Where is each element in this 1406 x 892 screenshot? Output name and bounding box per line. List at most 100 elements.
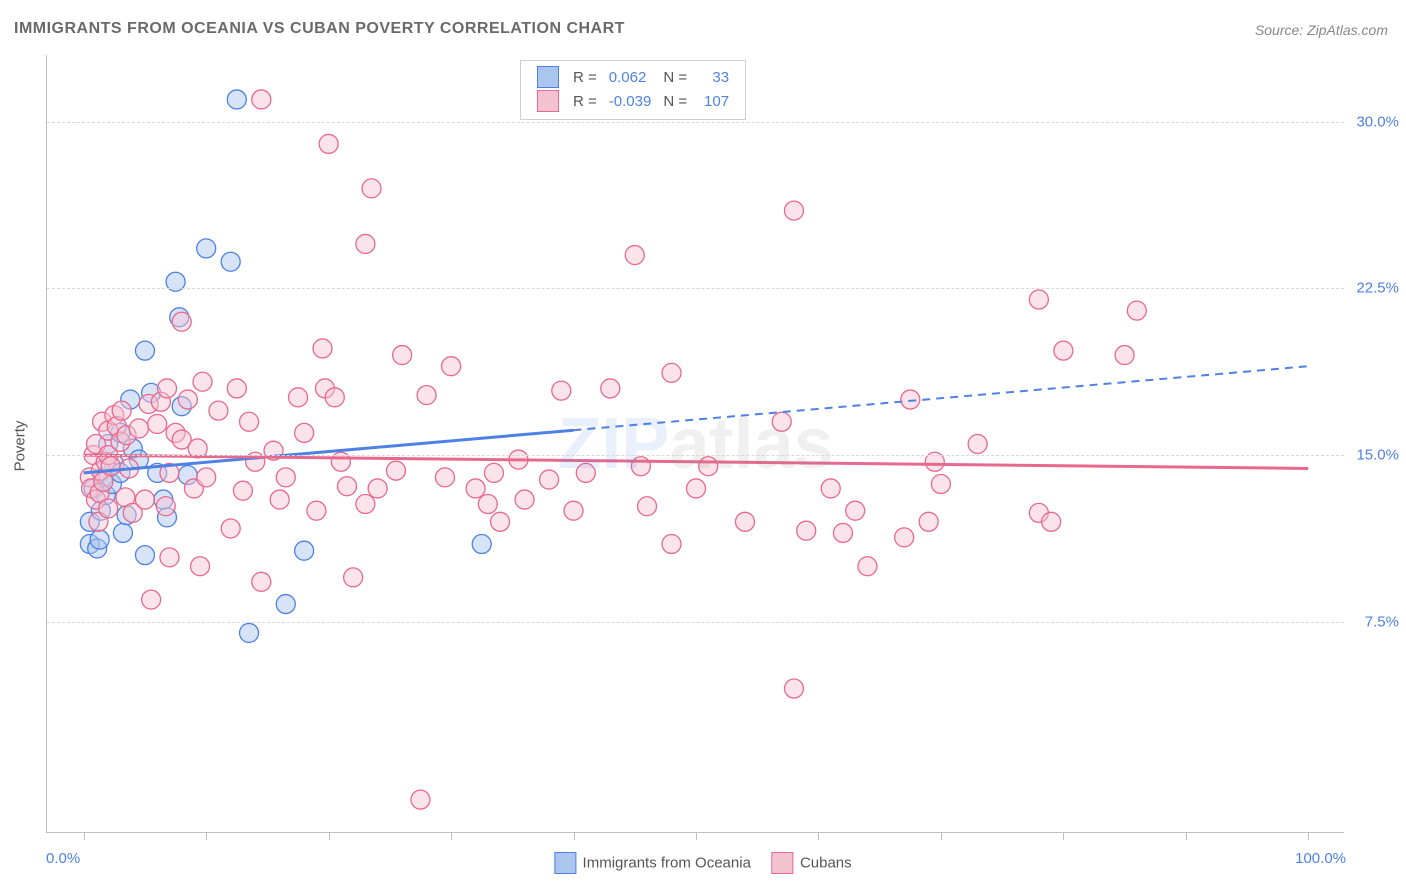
legend-row-cubans: R = -0.039 N = 107: [531, 89, 735, 113]
scatter-point-cubans: [601, 379, 620, 398]
r-value-oceania: 0.062: [603, 65, 658, 89]
scatter-point-oceania: [227, 90, 246, 109]
scatter-point-oceania: [276, 595, 295, 614]
scatter-point-cubans: [435, 468, 454, 487]
scatter-point-cubans: [356, 234, 375, 253]
scatter-point-oceania: [240, 623, 259, 642]
scatter-point-cubans: [252, 572, 271, 591]
scatter-point-cubans: [631, 457, 650, 476]
scatter-point-oceania: [113, 523, 132, 542]
x-tick: [1063, 832, 1064, 840]
scatter-point-cubans: [319, 134, 338, 153]
scatter-point-cubans: [540, 470, 559, 489]
x-tick: [329, 832, 330, 840]
x-tick: [206, 832, 207, 840]
n-value-cubans: 107: [693, 89, 735, 113]
scatter-point-cubans: [197, 468, 216, 487]
n-label: N =: [657, 65, 693, 89]
x-tick: [696, 832, 697, 840]
legend-label-oceania: Immigrants from Oceania: [583, 855, 751, 872]
scatter-point-cubans: [466, 479, 485, 498]
swatch-cubans-bottom: [772, 852, 794, 874]
scatter-point-cubans: [386, 461, 405, 480]
legend-row-oceania: R = 0.062 N = 33: [531, 65, 735, 89]
x-tick: [451, 832, 452, 840]
n-label: N =: [657, 89, 693, 113]
scatter-point-cubans: [307, 501, 326, 520]
plot-area: ZIPatlas 7.5%15.0%22.5%30.0%: [46, 55, 1344, 833]
scatter-point-cubans: [148, 414, 167, 433]
scatter-point-cubans: [356, 495, 375, 514]
scatter-point-cubans: [564, 501, 583, 520]
plot-svg: [47, 55, 1345, 833]
scatter-point-cubans: [484, 463, 503, 482]
scatter-point-cubans: [411, 790, 430, 809]
swatch-cubans: [537, 90, 559, 112]
y-tick-label: 15.0%: [1356, 447, 1399, 464]
scatter-point-cubans: [699, 457, 718, 476]
correlation-legend-table: R = 0.062 N = 33 R = -0.039 N = 107: [531, 65, 735, 113]
scatter-point-cubans: [931, 475, 950, 494]
scatter-point-cubans: [638, 497, 657, 516]
scatter-point-cubans: [478, 495, 497, 514]
scatter-point-cubans: [1054, 341, 1073, 360]
scatter-point-cubans: [112, 401, 131, 420]
swatch-oceania: [537, 66, 559, 88]
r-label: R =: [567, 89, 603, 113]
x-tick: [1186, 832, 1187, 840]
scatter-point-cubans: [968, 435, 987, 454]
scatter-point-cubans: [417, 386, 436, 405]
scatter-point-cubans: [362, 179, 381, 198]
x-tick: [941, 832, 942, 840]
scatter-point-cubans: [344, 568, 363, 587]
correlation-legend: R = 0.062 N = 33 R = -0.039 N = 107: [520, 60, 746, 120]
scatter-point-oceania: [135, 546, 154, 565]
scatter-point-cubans: [338, 477, 357, 496]
scatter-point-oceania: [135, 341, 154, 360]
x-tick: [818, 832, 819, 840]
scatter-point-cubans: [270, 490, 289, 509]
scatter-point-cubans: [289, 388, 308, 407]
chart-container: IMMIGRANTS FROM OCEANIA VS CUBAN POVERTY…: [0, 0, 1406, 892]
scatter-point-cubans: [662, 363, 681, 382]
scatter-point-cubans: [515, 490, 534, 509]
scatter-point-oceania: [221, 252, 240, 271]
scatter-point-cubans: [252, 90, 271, 109]
scatter-point-cubans: [821, 479, 840, 498]
scatter-point-cubans: [191, 557, 210, 576]
n-value-oceania: 33: [693, 65, 735, 89]
scatter-point-cubans: [240, 412, 259, 431]
gridline: [47, 455, 1344, 456]
scatter-point-cubans: [142, 590, 161, 609]
scatter-point-cubans: [221, 519, 240, 538]
scatter-point-cubans: [368, 479, 387, 498]
scatter-point-cubans: [901, 390, 920, 409]
scatter-point-cubans: [784, 201, 803, 220]
scatter-point-cubans: [846, 501, 865, 520]
scatter-point-cubans: [662, 535, 681, 554]
gridline: [47, 122, 1344, 123]
y-tick-label: 22.5%: [1356, 280, 1399, 297]
r-label: R =: [567, 65, 603, 89]
scatter-point-cubans: [858, 557, 877, 576]
scatter-point-cubans: [227, 379, 246, 398]
scatter-point-cubans: [797, 521, 816, 540]
scatter-point-cubans: [491, 512, 510, 531]
scatter-point-cubans: [772, 412, 791, 431]
bottom-legend: Immigrants from Oceania Cubans: [554, 852, 851, 874]
trendline-dashed-oceania: [574, 366, 1309, 430]
scatter-point-cubans: [99, 499, 118, 518]
scatter-point-cubans: [276, 468, 295, 487]
scatter-point-cubans: [393, 346, 412, 365]
scatter-point-cubans: [1127, 301, 1146, 320]
r-value-cubans: -0.039: [603, 89, 658, 113]
scatter-point-oceania: [472, 535, 491, 554]
scatter-point-cubans: [625, 246, 644, 265]
x-tick: [84, 832, 85, 840]
scatter-point-cubans: [919, 512, 938, 531]
x-tick: [1308, 832, 1309, 840]
scatter-point-cubans: [178, 390, 197, 409]
trendline-cubans: [84, 455, 1309, 468]
scatter-point-cubans: [313, 339, 332, 358]
x-axis-label-right: 100.0%: [1295, 850, 1346, 867]
